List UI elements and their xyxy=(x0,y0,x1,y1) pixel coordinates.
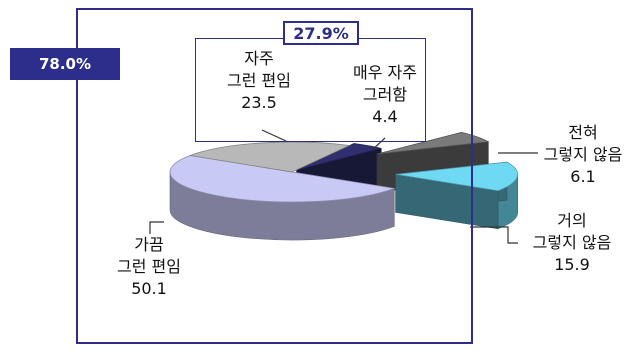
label-rarely-line1: 거의 xyxy=(557,211,587,230)
leader-rarely xyxy=(470,226,518,244)
label-sometimes-line1: 가끔 xyxy=(134,235,164,254)
slice-often xyxy=(188,141,351,173)
label-very-often-line1: 매우 자주 xyxy=(353,63,417,82)
label-often-line2: 그런 편임 xyxy=(227,71,291,90)
label-rarely: 거의 그렇지 않음 15.9 xyxy=(533,210,612,276)
slice-sometimes xyxy=(169,155,396,203)
label-not-at-all-line2: 그렇지 않음 xyxy=(543,145,623,164)
leader-very-often xyxy=(371,137,386,151)
top-group-percent: 27.9% xyxy=(283,21,359,45)
label-very-often-value: 4.4 xyxy=(372,107,398,126)
label-not-at-all-line1: 전혀 xyxy=(568,123,598,142)
outer-group-percent: 78.0% xyxy=(10,48,120,80)
label-often: 자주 그런 편임 23.5 xyxy=(227,48,291,114)
slice-not-at-all xyxy=(376,131,490,155)
label-very-often: 매우 자주 그러함 4.4 xyxy=(353,62,417,128)
label-sometimes-value: 50.1 xyxy=(131,279,167,298)
leader-sometimes xyxy=(149,221,164,234)
label-rarely-line2: 그렇지 않음 xyxy=(532,233,612,252)
label-very-often-line2: 그러함 xyxy=(362,85,408,104)
slice-very-often xyxy=(296,143,382,171)
slice-rarely xyxy=(395,161,519,192)
outer-group-frame xyxy=(76,8,473,344)
leader-often xyxy=(261,129,287,142)
label-often-value: 23.5 xyxy=(241,93,277,112)
label-often-line1: 자주 xyxy=(244,49,274,68)
pie-tops xyxy=(169,131,519,203)
leader-lines xyxy=(149,129,538,244)
label-not-at-all: 전혀 그렇지 않음 6.1 xyxy=(544,122,623,188)
label-not-at-all-value: 6.1 xyxy=(570,167,596,186)
label-sometimes: 가끔 그런 편임 50.1 xyxy=(117,234,181,300)
label-sometimes-line2: 그런 편임 xyxy=(117,257,181,276)
label-rarely-value: 15.9 xyxy=(554,255,590,274)
